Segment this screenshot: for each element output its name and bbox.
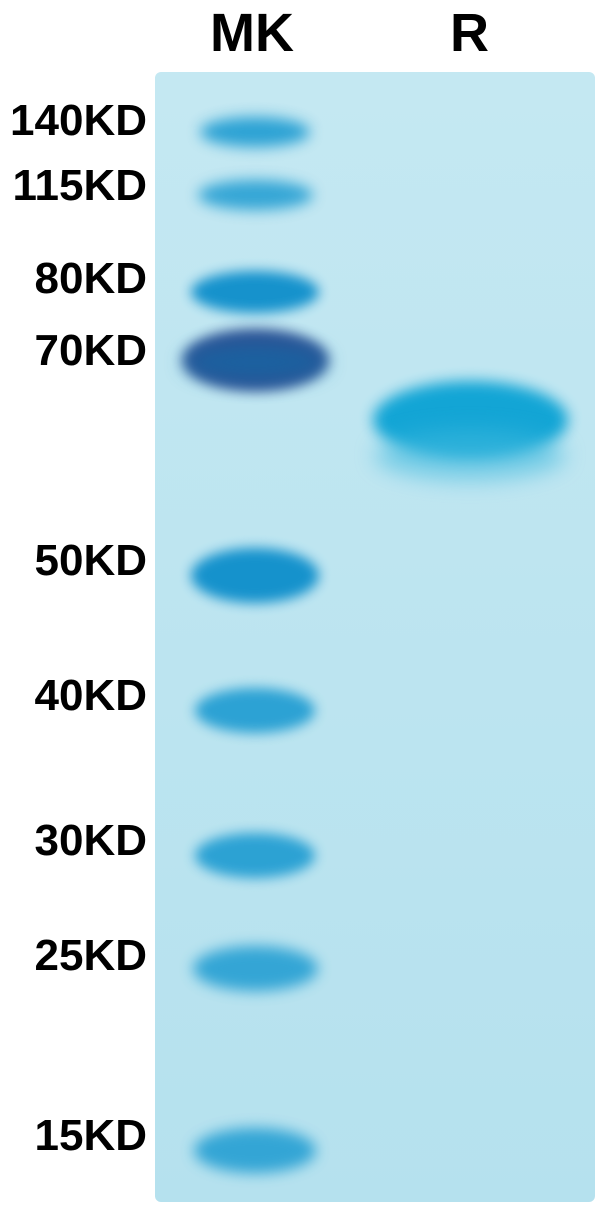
gel-image bbox=[155, 72, 595, 1202]
marker-band bbox=[183, 342, 328, 382]
mw-label: 15KD bbox=[35, 1111, 148, 1161]
marker-band bbox=[200, 117, 310, 147]
marker-band bbox=[195, 688, 315, 733]
mw-label: 50KD bbox=[35, 536, 148, 586]
marker-band bbox=[193, 946, 318, 991]
mw-label: 70KD bbox=[35, 326, 148, 376]
marker-band bbox=[194, 1128, 316, 1173]
mw-label: 140KD bbox=[10, 96, 147, 146]
sample-band bbox=[375, 430, 565, 480]
lane-header: MK bbox=[210, 2, 294, 64]
marker-band bbox=[191, 271, 319, 313]
mw-label: 30KD bbox=[35, 816, 148, 866]
mw-label: 80KD bbox=[35, 254, 148, 304]
mw-label: 40KD bbox=[35, 671, 148, 721]
gel-background bbox=[155, 72, 595, 1202]
mw-label: 115KD bbox=[12, 161, 147, 211]
marker-band bbox=[195, 833, 315, 878]
marker-band bbox=[191, 548, 319, 603]
mw-label: 25KD bbox=[35, 931, 148, 981]
marker-band bbox=[198, 180, 313, 210]
lane-header: R bbox=[450, 2, 489, 64]
